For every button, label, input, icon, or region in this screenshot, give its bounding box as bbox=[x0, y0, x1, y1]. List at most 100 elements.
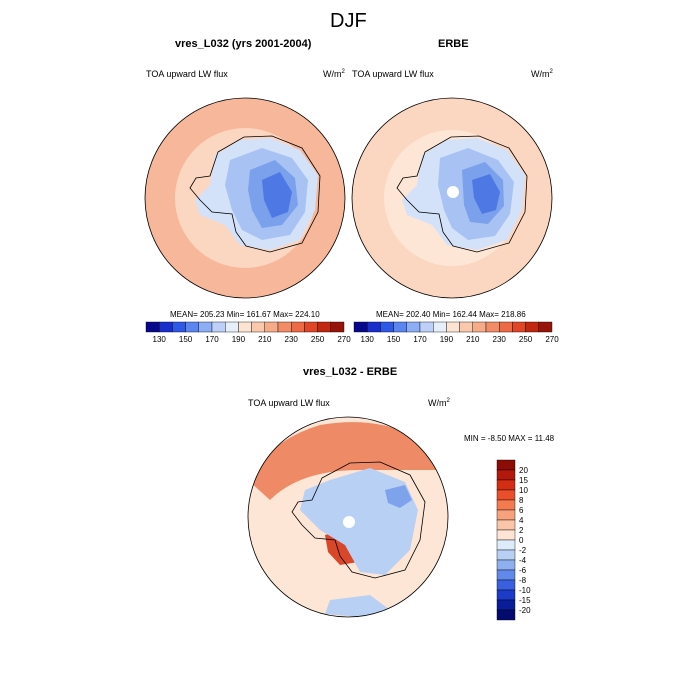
colorbar-swatch bbox=[185, 321, 200, 333]
colorbar-tick-label: -10 bbox=[519, 586, 531, 595]
panel3-field-label: TOA upward LW flux bbox=[248, 398, 330, 408]
colorbar-swatch bbox=[496, 469, 516, 481]
colorbar-swatch bbox=[277, 321, 292, 333]
colorbar-swatch bbox=[172, 321, 186, 333]
colorbar-tick-label: 150 bbox=[387, 335, 401, 344]
panel1-stats: MEAN= 205.23 Min= 161.67 Max= 224.10 bbox=[170, 310, 320, 319]
colorbar-swatch bbox=[446, 321, 460, 333]
colorbar-swatch bbox=[238, 321, 252, 333]
colorbar-tick-label: 250 bbox=[519, 335, 533, 344]
colorbar-swatch bbox=[496, 589, 516, 601]
colorbar-swatch bbox=[496, 549, 516, 561]
colorbar-swatch bbox=[433, 321, 447, 333]
colorbar-tick-label: 170 bbox=[413, 335, 427, 344]
map-panel3 bbox=[248, 417, 448, 617]
panel2-title: ERBE bbox=[438, 38, 469, 50]
colorbar-tick-label: 150 bbox=[179, 335, 193, 344]
colorbar-tick-label: 130 bbox=[153, 335, 167, 344]
colorbar-swatch bbox=[264, 321, 279, 333]
colorbar-tick-label: 230 bbox=[493, 335, 507, 344]
colorbar-swatch bbox=[496, 499, 516, 511]
colorbar-tick-label: -20 bbox=[519, 606, 531, 615]
colorbar-tick-label: 10 bbox=[519, 486, 528, 495]
panel3-units: W/m2 bbox=[428, 398, 450, 408]
colorbar-panel2: 130 150 170 190 210 230 250 270 bbox=[353, 321, 559, 344]
panel1-units: W/m2 bbox=[323, 69, 345, 79]
map-panel2 bbox=[352, 98, 552, 298]
colorbar-swatch bbox=[472, 321, 487, 333]
colorbar-swatch bbox=[496, 579, 516, 591]
colorbar-swatch bbox=[496, 539, 516, 551]
colorbar-swatch bbox=[158, 321, 173, 333]
colorbar-swatch bbox=[317, 321, 332, 333]
colorbar-tick-label: 130 bbox=[361, 335, 375, 344]
panel2-field-label: TOA upward LW flux bbox=[352, 69, 434, 79]
colorbar-tick-label: 4 bbox=[519, 516, 524, 525]
colorbar-tick-label: 8 bbox=[519, 496, 524, 505]
colorbar-tick-label: 20 bbox=[519, 466, 528, 475]
colorbar-tick-label: 270 bbox=[545, 335, 559, 344]
panel1-title: vres_L032 (yrs 2001-2004) bbox=[175, 38, 312, 50]
polar-hole bbox=[447, 186, 459, 198]
colorbar-swatch bbox=[499, 321, 513, 333]
colorbar-swatch bbox=[198, 321, 213, 333]
colorbar-tick-label: 15 bbox=[519, 476, 528, 485]
colorbar-swatch bbox=[496, 479, 516, 491]
colorbar-swatch bbox=[459, 321, 474, 333]
colorbar-tick-label: 6 bbox=[519, 506, 524, 515]
colorbar-tick-label: -8 bbox=[519, 576, 527, 585]
colorbar-swatch bbox=[525, 321, 539, 333]
colorbar-tick-label: -15 bbox=[519, 596, 531, 605]
colorbar-tick-label: 170 bbox=[205, 335, 219, 344]
colorbar-tick-label: -4 bbox=[519, 556, 527, 565]
negative-anomaly-strong bbox=[385, 485, 412, 508]
colorbar-swatch bbox=[419, 321, 434, 333]
colorbar-swatch bbox=[512, 321, 526, 333]
colorbar-tick-label: 210 bbox=[466, 335, 480, 344]
coastline bbox=[396, 135, 528, 253]
colorbar-swatch bbox=[485, 321, 500, 333]
colorbar-swatch bbox=[393, 321, 408, 333]
colorbar-tick-label: 0 bbox=[519, 536, 524, 545]
positive-anomaly bbox=[248, 422, 440, 500]
colorbar-swatch bbox=[496, 599, 516, 611]
colorbar-swatch bbox=[496, 609, 516, 621]
colorbar-swatch bbox=[251, 321, 266, 333]
colorbar-tick-label: 230 bbox=[285, 335, 299, 344]
colorbar-tick-label: -6 bbox=[519, 566, 527, 575]
colorbar-swatch bbox=[211, 321, 226, 333]
coastline bbox=[189, 135, 321, 253]
negative-anomaly-ocean bbox=[325, 595, 390, 617]
colorbar-panel1: 130 150 170 190 210 230 250 270 bbox=[145, 321, 351, 344]
map-panel1 bbox=[145, 98, 345, 298]
panel3-title: vres_L032 - ERBE bbox=[303, 366, 398, 378]
colorbar-swatch bbox=[496, 569, 516, 581]
colorbar-swatch bbox=[291, 321, 305, 333]
colorbar-tick-label: 250 bbox=[311, 335, 325, 344]
colorbar-swatch bbox=[380, 321, 394, 333]
colorbar-swatch bbox=[496, 529, 516, 541]
colorbar-swatch bbox=[496, 489, 516, 501]
colorbar-swatch bbox=[304, 321, 318, 333]
colorbar-tick-label: 210 bbox=[258, 335, 272, 344]
colorbar-swatch bbox=[145, 321, 160, 333]
panel2-stats: MEAN= 202.40 Min= 162.44 Max= 218.86 bbox=[376, 310, 526, 319]
colorbar-tick-label: 270 bbox=[337, 335, 351, 344]
colorbar-swatch bbox=[496, 519, 516, 531]
colorbar-swatch bbox=[406, 321, 421, 333]
colorbar-swatch bbox=[224, 321, 239, 333]
panel1-field-label: TOA upward LW flux bbox=[146, 69, 228, 79]
coastline bbox=[291, 461, 426, 579]
colorbar-tick-label: 190 bbox=[440, 335, 454, 344]
colorbar-swatch bbox=[353, 321, 368, 333]
page-title: DJF bbox=[330, 10, 367, 32]
antarctica-shade-4 bbox=[472, 174, 500, 214]
panel3-stats: MIN = -8.50 MAX = 11.48 bbox=[464, 434, 555, 443]
polar-hole bbox=[343, 516, 355, 528]
panel2-units: W/m2 bbox=[531, 69, 553, 79]
colorbar-swatch bbox=[367, 321, 381, 333]
colorbar-tick-label: 2 bbox=[519, 526, 524, 535]
colorbar-swatch bbox=[496, 459, 516, 471]
